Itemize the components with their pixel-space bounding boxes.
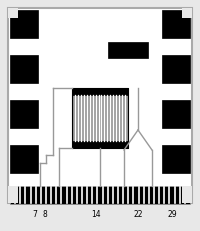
Text: 14: 14: [91, 210, 101, 219]
Bar: [108, 42, 148, 58]
Text: 29: 29: [167, 210, 177, 219]
Bar: [182, 193, 192, 203]
Bar: [10, 100, 38, 128]
Text: 8: 8: [43, 210, 47, 219]
Bar: [162, 145, 190, 173]
Bar: [10, 10, 38, 38]
Bar: [10, 186, 190, 204]
Bar: [182, 8, 192, 18]
Bar: [162, 55, 190, 83]
Bar: [10, 55, 38, 83]
Bar: [8, 186, 18, 203]
Bar: [162, 10, 190, 38]
Bar: [8, 8, 18, 18]
Bar: [162, 100, 190, 128]
Bar: [72, 141, 128, 148]
Bar: [182, 186, 192, 203]
Text: 7: 7: [33, 210, 37, 219]
Bar: [72, 88, 128, 95]
Bar: [8, 8, 192, 203]
Bar: [10, 145, 38, 173]
Text: 22: 22: [133, 210, 143, 219]
Bar: [72, 88, 128, 148]
Bar: [8, 193, 18, 203]
